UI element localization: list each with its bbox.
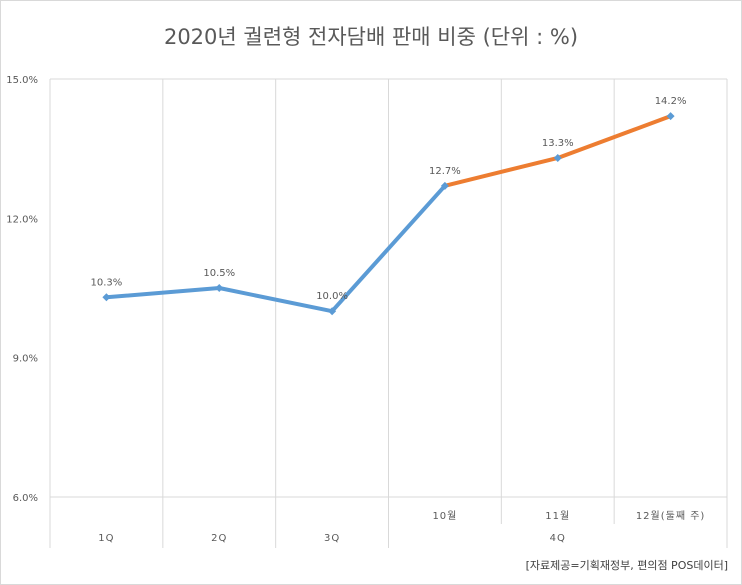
data-label: 10.0% <box>316 291 348 302</box>
y-tick-label: 15.0% <box>6 75 38 86</box>
series-line <box>442 114 673 188</box>
x-category-label: 1Q <box>98 533 114 544</box>
x-category-label: 3Q <box>324 533 340 544</box>
data-point-marker <box>215 284 224 292</box>
data-label: 10.5% <box>203 268 235 279</box>
y-tick-label: 9.0% <box>13 354 38 365</box>
data-label: 14.2% <box>655 96 687 107</box>
x-category-label: 10월 <box>432 510 457 522</box>
y-tick-label: 6.0% <box>13 493 38 504</box>
data-point-marker <box>328 307 337 316</box>
data-point-marker <box>666 112 675 121</box>
data-point-marker <box>102 293 111 302</box>
data-label: 12.7% <box>429 166 461 177</box>
data-label: 13.3% <box>542 138 574 149</box>
data-point-marker <box>440 181 449 190</box>
data-markers <box>102 112 675 316</box>
data-point-marker <box>553 153 562 162</box>
x-group-label: 4Q <box>550 533 566 544</box>
data-label: 10.3% <box>91 277 123 288</box>
x-category-label: 11월 <box>545 510 570 522</box>
series-line <box>104 183 447 314</box>
x-category-label: 2Q <box>211 533 227 544</box>
x-category-label: 12월(둘째 주) <box>636 510 706 522</box>
chart-title: 2020년 궐련형 전자담배 판매 비중 (단위 : %) <box>164 25 578 49</box>
y-tick-label: 12.0% <box>6 214 38 225</box>
grid-lines <box>49 78 728 497</box>
source-note: [자료제공=기획재정부, 편의점 POS데이터] <box>526 559 728 572</box>
axes: 6.0% 9.0% 12.0% 15.0% 1Q 2Q 3Q 10월 11월 12월(둘째 주) 4… <box>6 75 728 548</box>
data-labels: 10.3% 10.5% 10.0% 12.7% 13.3% 14.2% <box>91 96 687 302</box>
